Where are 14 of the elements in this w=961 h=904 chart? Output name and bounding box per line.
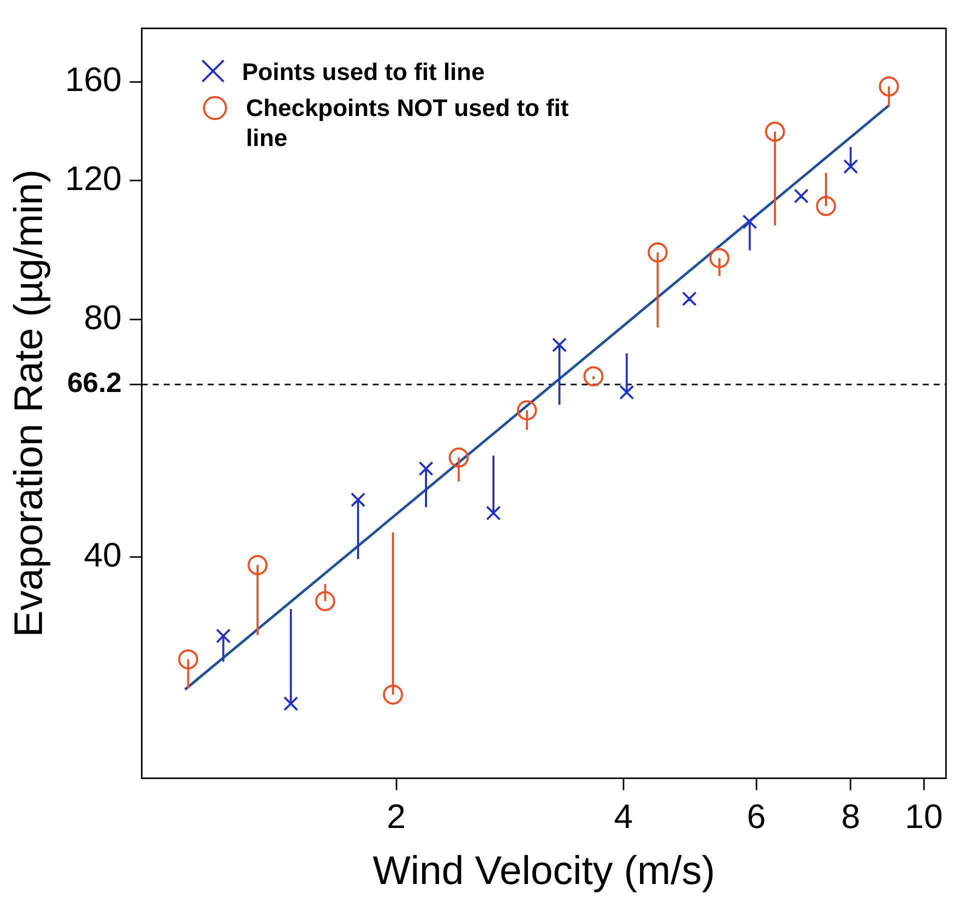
x-tick-label: 10 <box>904 798 943 836</box>
y-tick-label: 120 <box>64 160 122 198</box>
x-tick-label: 2 <box>386 798 406 836</box>
legend-label: Points used to fit line <box>242 58 485 88</box>
legend-label: Checkpoints NOT used to fit line <box>246 94 570 154</box>
y-tick-label: 40 <box>84 536 122 575</box>
y-axis-title: Evaporation Rate (µg/min) <box>7 169 52 638</box>
x-tick-label: 8 <box>841 798 860 836</box>
x-tick-label: 6 <box>746 798 766 836</box>
x-tick-label: 4 <box>614 798 633 836</box>
x-axis-title: Wind Velocity (m/s) <box>372 849 716 894</box>
y-tick-label: 66.2 <box>67 367 122 398</box>
y-tick-label: 80 <box>84 298 122 337</box>
y-tick-label: 160 <box>64 61 122 100</box>
